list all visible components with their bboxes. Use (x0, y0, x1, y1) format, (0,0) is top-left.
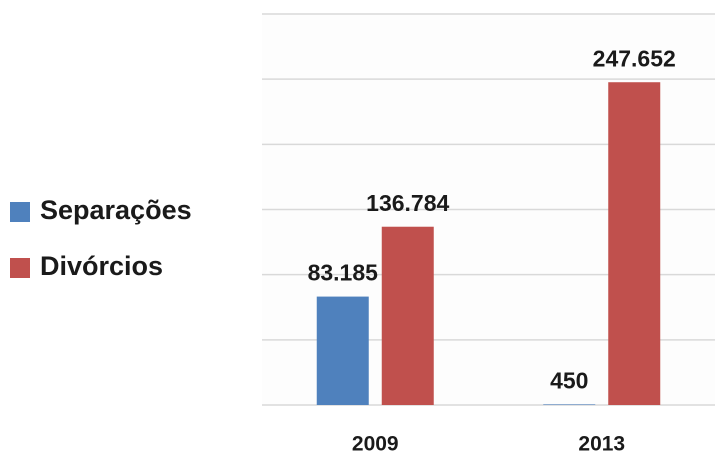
bar (316, 296, 369, 405)
x-tick-label: 2013 (578, 433, 625, 456)
value-label: 450 (550, 367, 588, 393)
value-label: 136.784 (366, 190, 449, 216)
legend-label: Divórcios (40, 251, 163, 281)
bar (608, 82, 661, 405)
x-tick-label: 2009 (352, 433, 399, 456)
bar (381, 226, 434, 405)
value-label: 247.652 (593, 45, 676, 71)
value-label: 83.185 (308, 260, 379, 286)
legend-swatch (10, 258, 30, 278)
legend-swatch (10, 202, 30, 222)
bar (543, 404, 596, 405)
legend-label: Separações (40, 195, 192, 225)
